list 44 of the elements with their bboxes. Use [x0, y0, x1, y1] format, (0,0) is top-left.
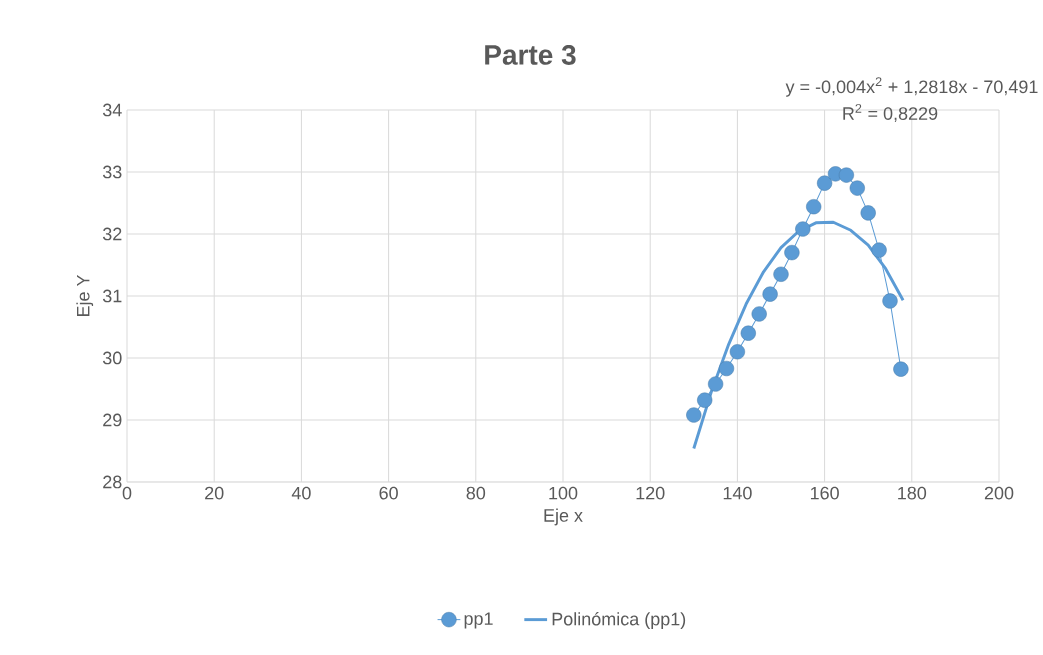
y-axis-title: Eje Y [76, 274, 94, 317]
x-tick-label: 100 [549, 486, 578, 500]
point [740, 325, 756, 341]
x-tick-label: 180 [898, 486, 927, 500]
y-tick-label: 33 [102, 165, 122, 179]
point [838, 167, 855, 183]
point [686, 407, 702, 423]
point [751, 306, 767, 322]
x-tick-label: 0 [122, 486, 132, 500]
annotation: R$^{2}$ = 0,8229 [843, 103, 938, 123]
point [708, 376, 724, 392]
x-tick-label: 200 [984, 486, 1014, 500]
y-tick-label: 32 [102, 227, 122, 241]
point [871, 242, 887, 258]
x-tick-label: 20 [205, 486, 224, 500]
point [849, 180, 865, 196]
x-tick-label: 120 [636, 486, 665, 500]
point [718, 360, 735, 377]
point [784, 244, 800, 261]
point [762, 286, 778, 302]
point [817, 175, 833, 191]
x-axis-title: Eje x [544, 508, 583, 526]
x-tick-label: 40 [291, 486, 311, 500]
point [893, 361, 909, 377]
point [729, 344, 746, 360]
x-tick-label: 140 [723, 486, 752, 500]
y-tick-label: 31 [102, 289, 122, 303]
y-tick-label: 29 [103, 413, 122, 427]
y-tick-label: 34 [102, 103, 122, 117]
point [773, 266, 789, 282]
text: y = -0,004x$^{2}$ + 1,2818x - 70,491 [785, 77, 1038, 97]
x-tick-label: 60 [379, 486, 398, 500]
y-tick-label: 28 [103, 475, 122, 489]
legend-label: pp1 [464, 612, 493, 629]
chart-title: Parte 3 [485, 45, 576, 65]
point [806, 199, 822, 215]
x-tick-label: 80 [466, 486, 486, 500]
y-tick-label: 30 [102, 351, 122, 365]
point [882, 293, 898, 309]
point [795, 221, 811, 237]
x-tick-label: 160 [810, 486, 839, 500]
legend-label: Polinómica (pp1) [552, 611, 686, 629]
point [697, 392, 713, 408]
point [860, 205, 876, 221]
